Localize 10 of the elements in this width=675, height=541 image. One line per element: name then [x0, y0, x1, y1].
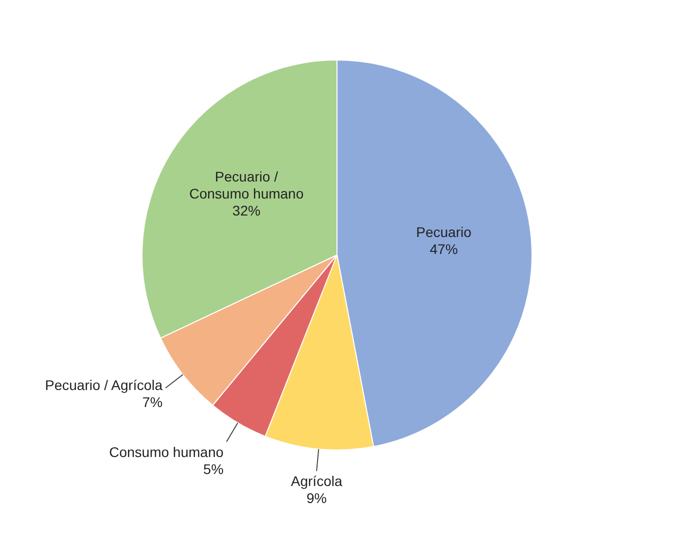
- data-label: 47%: [430, 240, 458, 257]
- data-label: 9%: [306, 490, 327, 506]
- data-label: 5%: [203, 460, 224, 477]
- data-label: 32%: [232, 202, 260, 219]
- data-label: 7%: [142, 394, 163, 410]
- slice-label: Agrícola: [290, 473, 342, 490]
- slice-label: Pecuario: [416, 224, 472, 240]
- slice-label: Pecuario / Agrícola: [45, 377, 163, 393]
- slice-label: Consumo humano: [109, 444, 224, 460]
- slice-label: Pecuario / Consumo humano: [189, 168, 304, 202]
